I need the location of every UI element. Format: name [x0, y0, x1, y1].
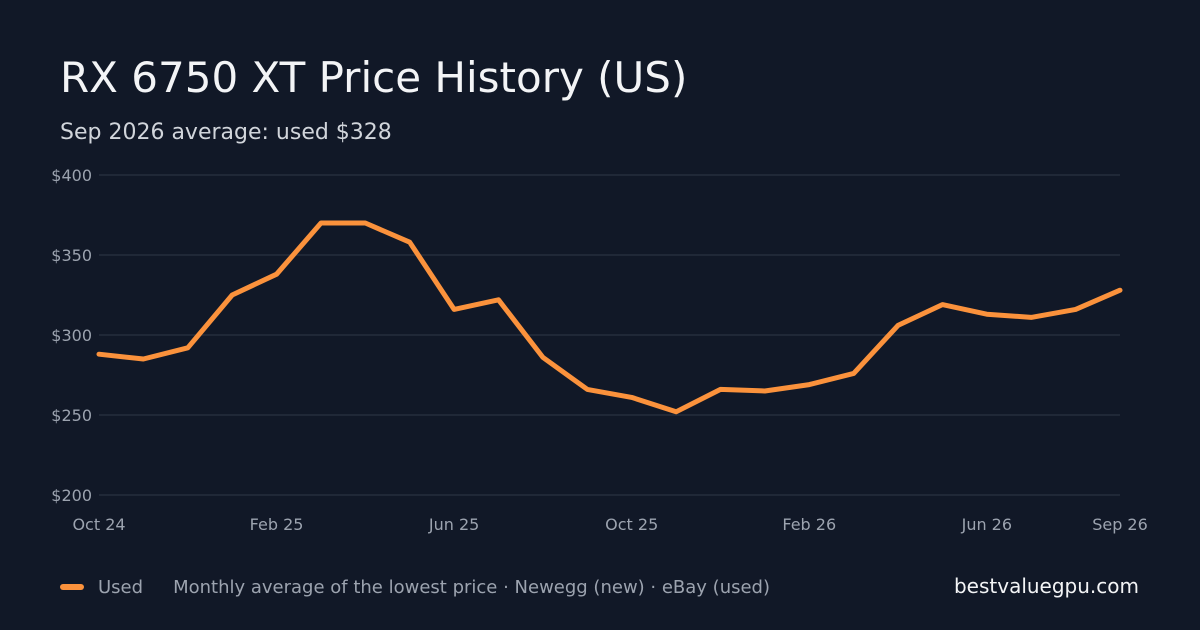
grid-lines	[99, 174, 1120, 496]
legend-label-used: Used	[98, 576, 144, 598]
legend-note: Monthly average of the lowest price · Ne…	[173, 576, 771, 598]
x-tick-label: Oct 24	[72, 515, 125, 534]
x-tick-label: Oct 25	[605, 515, 658, 534]
y-tick-label: $350	[51, 246, 92, 265]
x-tick-label: Jun 26	[961, 515, 1012, 534]
legend: Used Monthly average of the lowest price…	[60, 573, 770, 601]
x-tick-label: Sep 26	[1092, 515, 1148, 534]
chart-title: RX 6750 XT Price History (US)	[60, 53, 688, 102]
brand-url: bestvaluegpu.com	[953, 574, 1139, 598]
series-line-used	[96, 220, 1123, 415]
x-tick-label: Jun 25	[428, 515, 479, 534]
x-tick-label: Feb 25	[250, 515, 304, 534]
y-tick-label: $250	[51, 406, 92, 425]
y-axis-ticks: $200 $250 $300 $350 $400	[51, 166, 92, 505]
chart-subtitle: Sep 2026 average: used $328	[60, 120, 392, 145]
x-tick-label: Feb 26	[782, 515, 836, 534]
y-tick-label: $400	[51, 166, 92, 185]
legend-swatch-used	[60, 584, 84, 590]
series-group	[96, 220, 1123, 415]
y-tick-label: $300	[51, 326, 92, 345]
y-tick-label: $200	[51, 486, 92, 505]
x-axis-ticks: Oct 24 Feb 25 Jun 25 Oct 25 Feb 26 Jun 26 Sep …	[72, 515, 1147, 534]
